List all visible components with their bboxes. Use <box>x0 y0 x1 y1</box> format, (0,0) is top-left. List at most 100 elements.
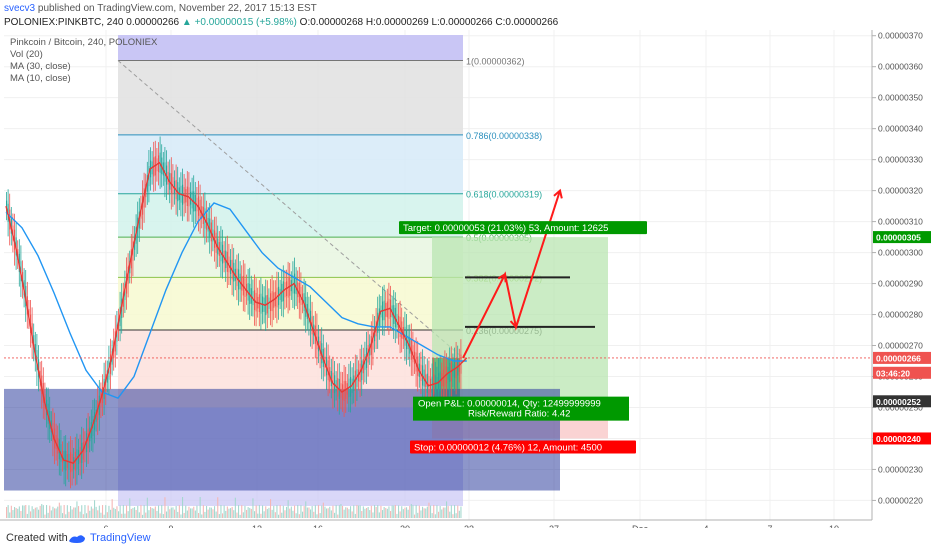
volume-bar <box>423 508 425 518</box>
volume-bar <box>356 505 358 518</box>
symbol-text: POLONIEX:PINKBTC, 240 <box>4 17 124 28</box>
volume-bar <box>17 508 19 518</box>
volume-bar <box>338 505 340 518</box>
volume-bar <box>63 505 65 518</box>
volume-bar <box>391 505 393 518</box>
volume-bar <box>82 514 84 518</box>
volume-bar <box>420 510 422 518</box>
volume-bar <box>330 510 332 518</box>
volume-bar <box>87 505 89 518</box>
price-tag: 0.00000266 <box>876 353 921 363</box>
volume-bar <box>78 506 80 518</box>
volume-bar <box>255 505 257 518</box>
volume-bar <box>145 512 147 518</box>
volume-bar <box>393 505 395 518</box>
volume-bar <box>207 509 209 518</box>
volume-bar <box>294 505 296 518</box>
volume-bar <box>92 508 94 518</box>
pnl-label: Open P&L: 0.00000014, Qty: 12499999999 <box>418 399 601 410</box>
volume-bar <box>342 505 344 518</box>
volume-bar <box>127 511 129 518</box>
volume-bar <box>217 497 219 518</box>
fib-zone <box>118 237 463 278</box>
rr-label: Risk/Reward Ratio: 4.42 <box>468 409 570 420</box>
time-tick-label: 13 <box>252 524 262 528</box>
volume-bar <box>324 506 326 518</box>
volume-bar <box>460 506 462 518</box>
volume-bar <box>399 511 401 518</box>
legend-item: MA (30, close) <box>10 61 71 72</box>
volume-bar <box>194 510 196 518</box>
price-chart[interactable]: 1(0.00000362) 0.786(0.00000338) 0.618(0.00… <box>0 30 932 528</box>
volume-bar <box>214 506 216 518</box>
volume-bar <box>377 505 379 518</box>
volume-bar <box>196 505 198 518</box>
volume-bar <box>410 504 412 518</box>
volume-bar <box>210 507 212 518</box>
volume-bar <box>246 509 248 518</box>
volume-bar <box>396 513 398 518</box>
stop-label-bg <box>410 440 636 454</box>
volume-bar <box>54 508 56 518</box>
volume-bar <box>266 509 268 518</box>
volume-bar <box>108 505 110 518</box>
volume-bar <box>198 512 200 518</box>
projection-arrows <box>462 188 563 359</box>
volume-bar <box>174 509 176 518</box>
time-tick-label: Dec <box>632 524 649 528</box>
volume-bar <box>34 507 36 518</box>
volume-bar <box>188 506 190 518</box>
price-tick-label: 0.00000370 <box>878 31 923 41</box>
volume-bar <box>439 506 441 518</box>
volume-bar <box>15 508 17 518</box>
target-label-bg <box>399 221 647 235</box>
volume-bar <box>74 507 76 518</box>
volume-bar <box>57 506 59 518</box>
publish-line: svecv3 published on TradingView.com, Nov… <box>4 3 317 14</box>
volume-bar <box>126 505 128 518</box>
volume-bar <box>22 505 24 518</box>
volume-bar <box>362 506 364 518</box>
volume-bar <box>86 513 88 518</box>
volume-bar <box>382 510 384 518</box>
volume-bar <box>369 510 371 518</box>
volume-bar <box>345 507 347 518</box>
created-with-text: Created with <box>6 532 68 544</box>
volume-bar <box>430 505 432 518</box>
volume-bar <box>94 500 96 518</box>
volume-bar <box>257 513 259 518</box>
price-tick-label: 0.00000310 <box>878 217 923 227</box>
volume-histogram <box>6 497 462 518</box>
volume-bar <box>76 501 78 518</box>
volume-bar <box>9 512 11 518</box>
volume-bar <box>146 497 148 518</box>
volume-bar <box>322 502 324 518</box>
volume-bar <box>167 506 169 518</box>
price-axis: 0.00000370 0.00000360 0.00000350 0.00000340… <box>871 30 931 520</box>
volume-bar <box>6 507 8 518</box>
projection-path <box>462 190 561 359</box>
volume-bar <box>310 509 312 518</box>
tradingview-logo-icon <box>69 535 85 543</box>
volume-bar <box>193 506 195 518</box>
price-tag: 03:46:20 <box>876 368 910 378</box>
pnl-label-bg <box>413 396 629 421</box>
author-link[interactable]: svecv3 <box>4 3 36 14</box>
volume-bar <box>239 514 241 518</box>
volume-bar <box>302 511 304 518</box>
volume-bar <box>110 509 112 518</box>
volume-bar <box>39 505 41 518</box>
volume-bar <box>138 512 140 518</box>
volume-bar <box>370 505 372 518</box>
volume-bar <box>343 509 345 518</box>
tradingview-brand-link[interactable]: TradingView <box>90 532 151 544</box>
volume-bar <box>407 509 409 518</box>
volume-bar <box>220 505 222 518</box>
time-tick-label: 23 <box>464 524 474 528</box>
volume-bar <box>446 501 448 518</box>
volume-bar <box>444 507 446 518</box>
volume-bar <box>66 505 68 518</box>
volume-bar <box>268 507 270 518</box>
volume-bar <box>434 514 436 518</box>
